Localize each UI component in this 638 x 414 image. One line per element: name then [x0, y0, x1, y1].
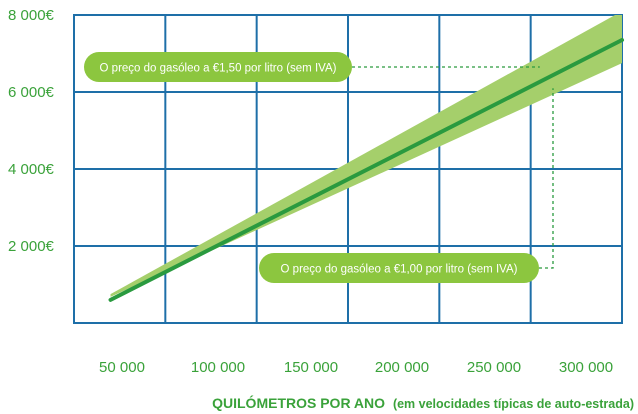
- callout-high-price: [84, 52, 352, 82]
- callout-low-price: [259, 253, 539, 283]
- price-range-band: [110, 15, 622, 297]
- y-tick-label: 2 000€: [8, 238, 55, 255]
- y-axis-ticks: 2 000€ 4 000€ 6 000€ 8 000€: [8, 7, 55, 255]
- x-tick-label: 200 000: [375, 359, 429, 376]
- series-line-layer: [108, 38, 624, 302]
- x-tick-label: 300 000: [559, 359, 613, 376]
- price-range-band-layer: [110, 15, 622, 297]
- x-tick-label: 250 000: [467, 359, 521, 376]
- y-tick-label: 4 000€: [8, 161, 55, 178]
- x-axis-title-main: QUILÓMETROS POR ANO: [212, 394, 385, 411]
- x-axis-title: QUILÓMETROS POR ANO (em velocidades típi…: [212, 394, 634, 411]
- series-line: [108, 38, 624, 302]
- x-tick-label: 150 000: [284, 359, 338, 376]
- callout-high-price-label: O preço do gasóleo a €1,50 por litro (se…: [100, 63, 337, 75]
- x-axis-title-note: (em velocidades típicas de auto-estrada): [393, 397, 634, 411]
- y-tick-label: 8 000€: [8, 7, 55, 24]
- x-tick-label: 100 000: [191, 359, 245, 376]
- x-tick-label: 50 000: [99, 359, 145, 376]
- callout-layer: O preço do gasóleo a €1,50 por litro (se…: [84, 52, 554, 283]
- callout-low-price-leader: [539, 88, 554, 269]
- callout-low-price-label: O preço do gasóleo a €1,00 por litro (se…: [281, 264, 518, 276]
- y-tick-label: 6 000€: [8, 84, 55, 101]
- x-axis-ticks: 50 000 100 000 150 000 200 000 250 000 300 00…: [99, 359, 613, 376]
